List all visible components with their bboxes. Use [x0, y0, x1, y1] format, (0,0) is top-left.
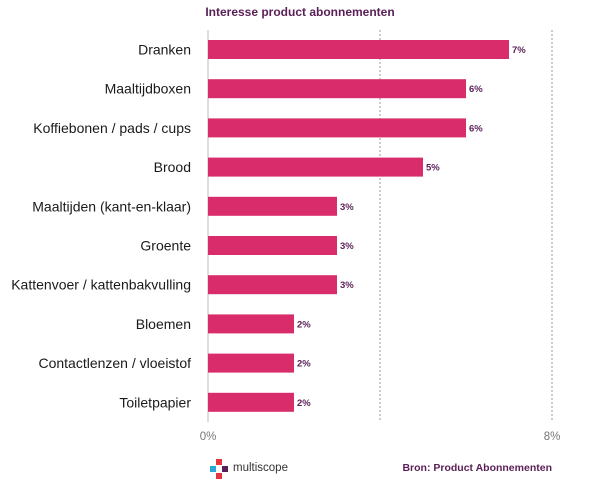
category-label: Brood: [154, 159, 191, 175]
bar: [208, 157, 423, 177]
value-labels: 7% 6% 6% 5% 3% 3% 3% 2% 2% 2%: [297, 45, 526, 409]
category-label: Kattenvoer / kattenbakvulling: [11, 277, 191, 293]
bar: [208, 236, 337, 255]
category-label: Bloemen: [136, 316, 191, 332]
bar: [208, 392, 294, 412]
value-label: 6%: [469, 84, 483, 95]
x-tick-label: 8%: [544, 431, 561, 443]
x-axis-ticks: 0% 8%: [200, 431, 561, 443]
x-tick-label: 0%: [200, 431, 217, 443]
value-label: 3%: [340, 241, 354, 252]
category-labels: Dranken Maaltijdboxen Koffiebonen / pads /…: [11, 42, 191, 411]
bar: [208, 79, 466, 99]
value-label: 6%: [469, 123, 483, 134]
category-label: Maaltijdboxen: [105, 81, 191, 97]
value-label: 2%: [297, 398, 311, 409]
category-label: Toiletpapier: [119, 394, 191, 410]
bar: [208, 275, 337, 295]
value-label: 2%: [297, 319, 311, 330]
bar: [208, 314, 294, 334]
value-label: 5%: [426, 163, 440, 174]
bar: [208, 118, 466, 138]
chart-title: Interesse product abonnementen: [205, 5, 394, 19]
category-label: Koffiebonen / pads / cups: [33, 120, 191, 136]
category-label: Maaltijden (kant-en-klaar): [32, 198, 191, 214]
category-label: Dranken: [138, 42, 191, 58]
value-label: 3%: [340, 202, 354, 213]
bar: [208, 353, 294, 373]
category-label: Contactlenzen / vloeistof: [38, 355, 191, 371]
bars: [208, 40, 509, 412]
value-label: 3%: [340, 280, 354, 291]
value-label: 2%: [297, 359, 311, 370]
category-label: Groente: [140, 238, 191, 254]
bar: [208, 40, 509, 59]
bar: [208, 196, 337, 216]
value-label: 7%: [512, 45, 526, 56]
